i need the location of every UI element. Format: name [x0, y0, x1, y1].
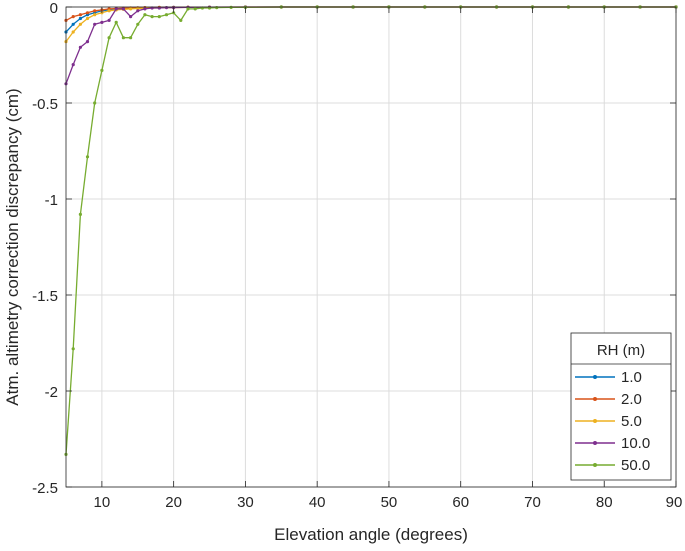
axes-box: [65, 6, 677, 488]
data-point: [143, 13, 147, 17]
legend-swatch-marker: [593, 397, 597, 401]
legend-swatch-marker: [593, 419, 597, 423]
x-tick-label: 70: [524, 494, 541, 511]
x-tick-label: 30: [237, 494, 254, 511]
data-point: [129, 36, 133, 40]
data-point: [93, 9, 97, 13]
legend-entry-label: 1.0: [621, 369, 642, 386]
data-point: [143, 7, 147, 11]
data-point: [150, 15, 154, 19]
data-point: [93, 13, 97, 17]
data-point: [78, 22, 82, 26]
data-point: [85, 40, 90, 44]
data-point: [93, 101, 97, 105]
data-point: [85, 16, 90, 21]
legend-entries: 1.0 2.0 5.0 10.0 50.0: [575, 369, 650, 474]
data-point: [71, 347, 75, 351]
legend-entry-label: 10.0: [621, 435, 650, 452]
y-tick-label: -0.5: [32, 96, 58, 113]
data-point: [136, 22, 140, 26]
data-point: [136, 9, 140, 13]
y-tick-label: 0: [50, 0, 58, 17]
legend-swatch-marker: [593, 441, 597, 445]
data-point: [114, 7, 118, 11]
x-tick-label: 60: [452, 494, 469, 511]
data-point: [129, 7, 133, 11]
legend-title: RH (m): [597, 342, 645, 359]
x-tick-label: 80: [596, 494, 613, 511]
data-point: [71, 30, 75, 34]
legend: RH (m) 1.0 2.0 5.0 10.0 50.0: [570, 332, 672, 481]
data-point: [136, 6, 140, 11]
data-point: [107, 18, 111, 22]
data-point: [121, 7, 125, 11]
data-point: [129, 15, 133, 19]
x-tick-label: 20: [165, 494, 182, 511]
data-point: [78, 16, 82, 21]
y-tick-label: -1.5: [32, 288, 58, 305]
legend-swatch-marker: [593, 375, 597, 379]
data-point: [100, 68, 104, 72]
data-point: [114, 20, 118, 24]
legend-swatch-marker: [593, 463, 597, 467]
x-tick-label: 90: [666, 494, 683, 511]
data-point: [107, 36, 111, 40]
data-point: [107, 9, 111, 13]
data-point: [78, 212, 82, 216]
data-point: [78, 13, 82, 17]
x-axis-label: Elevation angle (degrees): [274, 525, 468, 544]
data-point: [100, 20, 104, 24]
data-point: [121, 36, 125, 40]
y-tick-label: -1: [45, 192, 58, 209]
y-tick-label: -2.5: [32, 480, 58, 497]
ticks: [66, 6, 677, 488]
x-tick-label: 40: [309, 494, 326, 511]
tick-labels: 10 20 30 40 50 60 70 80 90 -2.5 -2 -1.5 -1 -0.5 0: [32, 0, 682, 511]
legend-entry-label: 50.0: [621, 457, 650, 474]
data-point: [71, 63, 75, 67]
legend-entry-label: 2.0: [621, 391, 642, 408]
data-point: [71, 22, 75, 26]
y-tick-label: -2: [45, 384, 58, 401]
legend-box: [570, 332, 672, 481]
data-point: [93, 22, 97, 26]
data-point: [164, 13, 169, 17]
data-point: [85, 155, 90, 159]
data-point: [157, 15, 161, 19]
x-tick-label: 50: [381, 494, 398, 511]
legend-entry-label: 5.0: [621, 413, 642, 430]
x-tick-label: 10: [94, 494, 111, 511]
data-point: [78, 45, 82, 49]
data-point: [215, 6, 219, 10]
data-point: [164, 6, 169, 10]
y-axis-label: Atm. altimetry correction discrepancy (c…: [3, 88, 22, 405]
data-point: [179, 18, 183, 22]
data-point: [186, 7, 190, 11]
data-point: [71, 15, 75, 19]
data-point: [193, 7, 197, 11]
data-point: [85, 11, 90, 15]
